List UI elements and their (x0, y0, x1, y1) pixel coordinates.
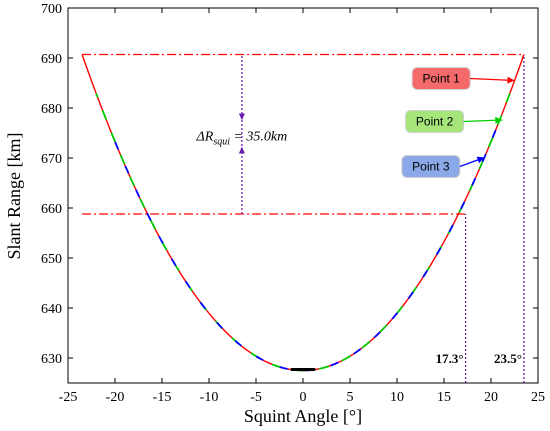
y-tick-label: 700 (41, 2, 62, 17)
x-tick-label: -20 (106, 390, 125, 405)
delta-r-arrow-down (238, 113, 245, 121)
callout-point-3: Point 3 (401, 155, 485, 178)
x-tick-label: -25 (59, 390, 78, 405)
y-tick-label: 690 (41, 52, 62, 67)
x-tick-label: 5 (347, 390, 354, 405)
x-tick-label: 0 (300, 390, 307, 405)
callout-point-1: Point 1 (411, 67, 515, 90)
y-tick-label: 640 (41, 302, 62, 317)
delta-r-subscript: squi (213, 137, 230, 148)
x-axis-ticks: -25 -20 -15 -10 -5 0 5 10 15 20 25 (59, 8, 545, 405)
delta-r-value: = 35.0km (230, 130, 287, 145)
x-tick-label: 25 (531, 390, 545, 405)
y-tick-label: 680 (41, 102, 62, 117)
callout-point-2: Point 2 (405, 110, 503, 133)
y-tick-label: 660 (41, 202, 62, 217)
delta-r-symbol: ΔR (196, 130, 214, 145)
callout-arrowhead (495, 116, 503, 124)
x-tick-label: -15 (153, 390, 172, 405)
x-tick-label: -10 (200, 390, 219, 405)
y-tick-label: 630 (41, 352, 62, 367)
curves (81, 54, 525, 372)
x-axis-title: Squint Angle [°] (244, 406, 362, 426)
x-tick-label: 15 (437, 390, 451, 405)
callout-label: Point 1 (423, 72, 461, 86)
angle-label-23-5: 23.5° (494, 351, 522, 366)
delta-r-annotation: ΔRsqui = 35.0km (196, 130, 288, 148)
callout-arrowhead (507, 76, 515, 84)
callout-arrowhead (476, 156, 485, 164)
callouts: Point 1 Point 2 Point 3 (401, 67, 515, 178)
callout-label: Point 2 (416, 115, 454, 129)
y-axis-title: Slant Range [km] (4, 133, 24, 260)
y-tick-label: 650 (41, 252, 62, 267)
x-tick-label: -5 (250, 390, 262, 405)
annotations: ΔRsqui = 35.0km 17.3° 23.5° (196, 130, 522, 367)
x-tick-label: 10 (390, 390, 404, 405)
callout-label: Point 3 (412, 160, 450, 174)
callout-arrow-line (470, 77, 515, 82)
x-tick-label: 20 (484, 390, 498, 405)
y-axis-ticks: 630 640 650 660 670 680 690 700 (41, 2, 538, 367)
delta-r-arrow-up (238, 146, 245, 154)
curve-point-3 (109, 129, 497, 372)
y-tick-label: 670 (41, 152, 62, 167)
angle-label-17-3: 17.3° (436, 351, 464, 366)
reference-lines (82, 53, 525, 383)
